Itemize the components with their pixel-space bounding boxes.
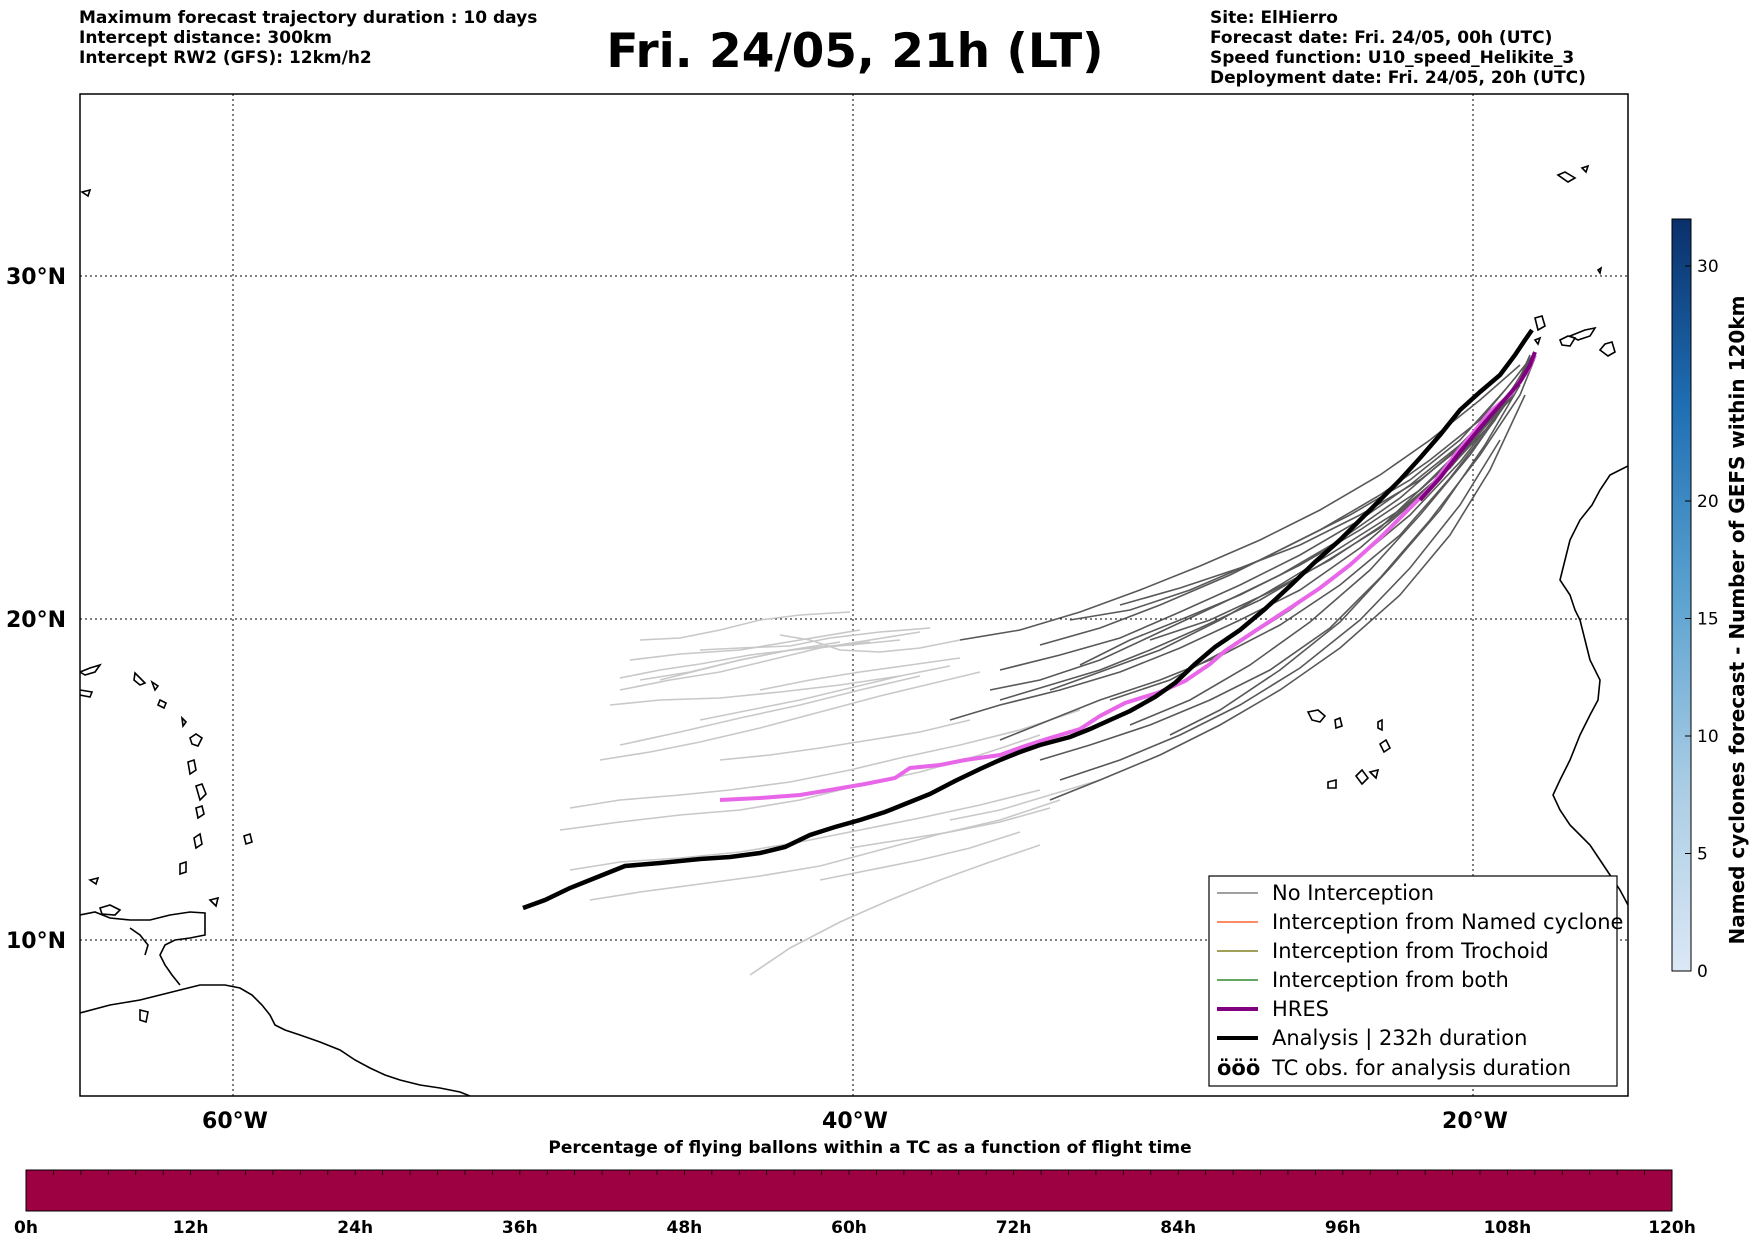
flight-time-tick-label: 120h xyxy=(1648,1218,1696,1238)
coastline xyxy=(80,164,1628,1096)
hres-trajectory-end xyxy=(1418,351,1537,502)
colorbar-tick-label: 20 xyxy=(1697,492,1719,512)
colorbar-tick-label: 10 xyxy=(1697,727,1719,747)
trajectory-line xyxy=(959,364,1521,641)
deployment-date-text: Deployment date: Fri. 24/05, 20h (UTC) xyxy=(1210,68,1586,88)
trajectory-line xyxy=(1039,389,1506,646)
trajectories-light xyxy=(559,611,1101,976)
legend-label-both: Interception from both xyxy=(1272,968,1509,992)
trajectory-line xyxy=(639,611,851,641)
flight-time-bar-fill xyxy=(25,1169,1673,1212)
legend-label-named-cyclone: Interception from Named cyclone xyxy=(1272,910,1623,934)
trajectory-line xyxy=(699,665,951,721)
trajectory-line xyxy=(759,657,961,691)
trajectory-line xyxy=(779,634,961,653)
trajectory-line xyxy=(1039,357,1536,761)
trajectory-line xyxy=(949,779,1101,821)
trajectory-line xyxy=(619,675,921,746)
legend-label-hres: HRES xyxy=(1272,997,1329,1021)
colorbar-label: Named cyclones forecast - Number of GEFS… xyxy=(1725,296,1749,945)
max-duration-text: Maximum forecast trajectory duration : 1… xyxy=(79,8,538,28)
cyclone-colorbar: 0 5 10 15 20 30 Named cyclones forecast - Num… xyxy=(1671,218,1749,982)
trajectory-line xyxy=(749,844,1041,976)
lon-label-40w: 40°W xyxy=(822,1109,888,1134)
header-right: Site: ElHierro Forecast date: Fri. 24/05… xyxy=(1210,8,1586,88)
page-title: Fri. 24/05, 21h (LT) xyxy=(606,24,1104,79)
flight-time-bar xyxy=(25,1169,1673,1212)
trajectory-line xyxy=(719,719,971,761)
trajectory-line xyxy=(569,709,1081,809)
lat-label-10n: 10°N xyxy=(6,929,66,954)
trajectory-line xyxy=(589,799,1061,901)
trajectory-line xyxy=(659,639,901,681)
flight-time-tick-label: 72h xyxy=(995,1218,1032,1238)
trajectory-line xyxy=(949,355,1533,721)
flight-time-tick-label: 12h xyxy=(172,1218,209,1238)
trajectory-line xyxy=(849,807,1051,849)
trajectory-line xyxy=(1069,354,1534,621)
intercept-distance-text: Intercept distance: 300km xyxy=(79,28,332,48)
flight-time-bar-ticks xyxy=(25,1170,1673,1175)
flight-time-tick-label: 24h xyxy=(337,1218,374,1238)
trajectory-line xyxy=(609,675,901,706)
trajectory-line xyxy=(699,627,931,651)
colorbar-gradient xyxy=(1671,218,1692,972)
flight-time-tick-label: 48h xyxy=(666,1218,703,1238)
colorbar-tick-label: 30 xyxy=(1697,257,1719,277)
flight-time-tick-label: 60h xyxy=(831,1218,867,1238)
trajectory-line xyxy=(819,831,1021,881)
trajectory-line xyxy=(619,631,921,691)
map-frame xyxy=(79,93,1629,1097)
legend-label-no-interception: No Interception xyxy=(1272,881,1434,905)
colorbar-tick-label: 0 xyxy=(1697,962,1708,982)
colorbar-ticks: 0 5 10 15 20 30 xyxy=(1685,257,1719,982)
trajectory-line xyxy=(629,629,861,661)
flight-time-tick-label: 96h xyxy=(1324,1218,1361,1238)
trajectory-line xyxy=(1169,384,1521,736)
flight-time-tick-label: 0h xyxy=(14,1218,38,1238)
trajectory-line xyxy=(1059,439,1501,781)
flight-time-tick-label: 36h xyxy=(501,1218,538,1238)
legend-label-trochoid: Interception from Trochoid xyxy=(1272,939,1549,963)
speed-function-text: Speed function: U10_speed_Helikite_3 xyxy=(1210,48,1575,68)
trajectory-line xyxy=(989,409,1496,691)
trajectory-line xyxy=(1119,394,1511,606)
forecast-date-text: Forecast date: Fri. 24/05, 00h (UTC) xyxy=(1210,28,1553,48)
trajectory-line xyxy=(1149,429,1486,641)
lon-label-20w: 20°W xyxy=(1442,1109,1508,1134)
trajectory-line xyxy=(999,359,1531,741)
colorbar-tick-label: 15 xyxy=(1697,610,1719,630)
legend-box xyxy=(1208,875,1618,1087)
trajectory-line xyxy=(569,789,1041,871)
legend: No Interception Interception from Named … xyxy=(1208,875,1623,1087)
lat-label-20n: 20°N xyxy=(6,608,66,633)
legend-label-tc-obs: TC obs. for analysis duration xyxy=(1271,1056,1571,1080)
flight-time-tick-label: 108h xyxy=(1483,1218,1532,1238)
header-left: Maximum forecast trajectory duration : 1… xyxy=(79,8,537,68)
lon-label-60w: 60°W xyxy=(202,1109,268,1134)
trajectory-line xyxy=(1129,394,1513,726)
intercept-rw2-text: Intercept RW2 (GFS): 12km/h2 xyxy=(79,48,372,68)
trajectory-line xyxy=(999,404,1501,671)
legend-tc-obs-symbol: ööö xyxy=(1217,1056,1260,1080)
flight-time-bar-title: Percentage of flying ballons within a TC… xyxy=(548,1138,1192,1158)
trajectory-line xyxy=(1049,394,1526,801)
trajectories-no-interception xyxy=(949,354,1536,801)
legend-label-analysis: Analysis | 232h duration xyxy=(1272,1026,1527,1051)
trajectory-line xyxy=(999,354,1531,701)
flight-time-tick-label: 84h xyxy=(1160,1218,1197,1238)
analysis-trajectory xyxy=(522,328,1534,911)
site-text: Site: ElHierro xyxy=(1210,8,1338,28)
colorbar-tick-label: 5 xyxy=(1697,845,1708,865)
lat-label-30n: 30°N xyxy=(6,265,66,290)
trajectory-line xyxy=(599,671,981,761)
